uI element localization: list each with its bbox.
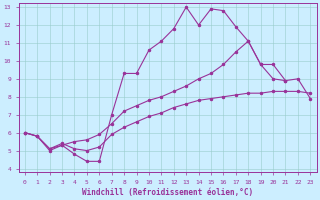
X-axis label: Windchill (Refroidissement éolien,°C): Windchill (Refroidissement éolien,°C) xyxy=(82,188,253,197)
